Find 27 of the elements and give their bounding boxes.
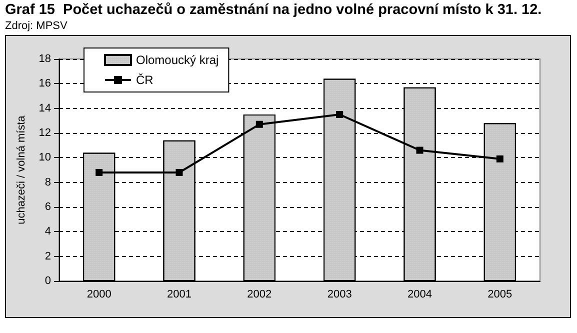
y-tick-label: 18 [38, 53, 51, 65]
point [496, 155, 504, 162]
y-tick-label: 10 [38, 152, 51, 164]
y-tick-label: 14 [38, 102, 51, 114]
point [336, 111, 344, 118]
legend-label: Olomoucký kraj [136, 53, 219, 67]
x-tick-label: 2003 [327, 288, 352, 300]
x-tick-label: 2001 [167, 288, 192, 300]
y-tick-label: 16 [38, 78, 51, 90]
text: Zdroj: MPSV [5, 20, 68, 32]
y-tick-label: 12 [38, 127, 51, 139]
y-axis-title: uchazeči / volná místa [16, 114, 28, 224]
chart-title: Graf 15 Počet uchazečů o zaměstnání na jedno volné pracovní místo k 31. 12. [5, 2, 542, 18]
x-tick-label: 2004 [408, 288, 432, 300]
x-tick-label: 2002 [247, 288, 272, 300]
y-tick-label: 2 [44, 250, 51, 262]
x-tick-label: 2005 [488, 288, 512, 300]
point [176, 168, 183, 176]
point [416, 146, 424, 154]
x-tick-label: 2000 [86, 288, 112, 300]
y-tick-label: 8 [44, 176, 51, 188]
y-tick-label: 0 [44, 275, 51, 287]
legend-label: ČR [136, 73, 154, 87]
y-tick-label: 6 [44, 201, 51, 213]
point [256, 120, 263, 128]
y-tick-label: 4 [44, 226, 51, 238]
point [96, 168, 103, 176]
